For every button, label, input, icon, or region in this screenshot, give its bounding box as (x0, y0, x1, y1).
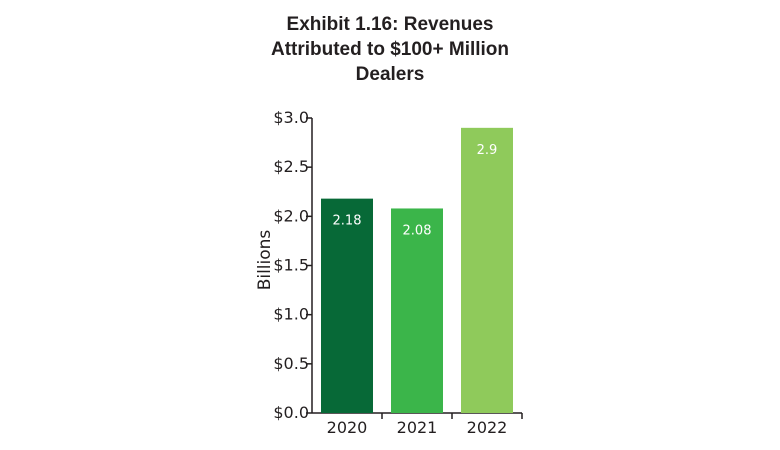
y-tick-label: $3.0 (273, 108, 309, 127)
bar-value-label: 2.9 (477, 143, 498, 158)
y-tick-label: $0.5 (273, 354, 309, 373)
y-axis: $0.0 $0.5 $1.0 $1.5 $2.0 $2.5 $3.0 (273, 108, 313, 422)
chart-title-line-2: Attributed to $100+ Million (270, 39, 510, 60)
chart-title: Exhibit 1.16: Revenues Attributed to $10… (190, 12, 590, 87)
bar-2022 (461, 127, 513, 413)
y-tick-label: $1.5 (273, 256, 309, 275)
bar-2021 (391, 208, 443, 413)
bar-value-label: 2.18 (333, 214, 362, 229)
bar-value-label: 2.08 (403, 223, 432, 238)
y-tick-label: $2.0 (273, 206, 309, 225)
x-tick-label: 2022 (467, 418, 508, 437)
y-axis-label: Billions (255, 230, 275, 291)
y-tick-label: $2.5 (273, 157, 309, 176)
chart-title-line-1: Exhibit 1.16: Revenues (286, 14, 494, 35)
x-tick-label: 2021 (397, 418, 438, 437)
x-tick-label: 2020 (327, 418, 368, 437)
y-tick-label: $1.0 (273, 305, 309, 324)
bars: 2.18 2.08 2.9 (321, 127, 513, 413)
x-axis: 2020 2021 2022 (312, 412, 523, 437)
y-tick-label: $0.0 (273, 403, 309, 422)
bar-2020 (321, 198, 373, 413)
chart-title-line-3: Dealers (355, 64, 425, 85)
